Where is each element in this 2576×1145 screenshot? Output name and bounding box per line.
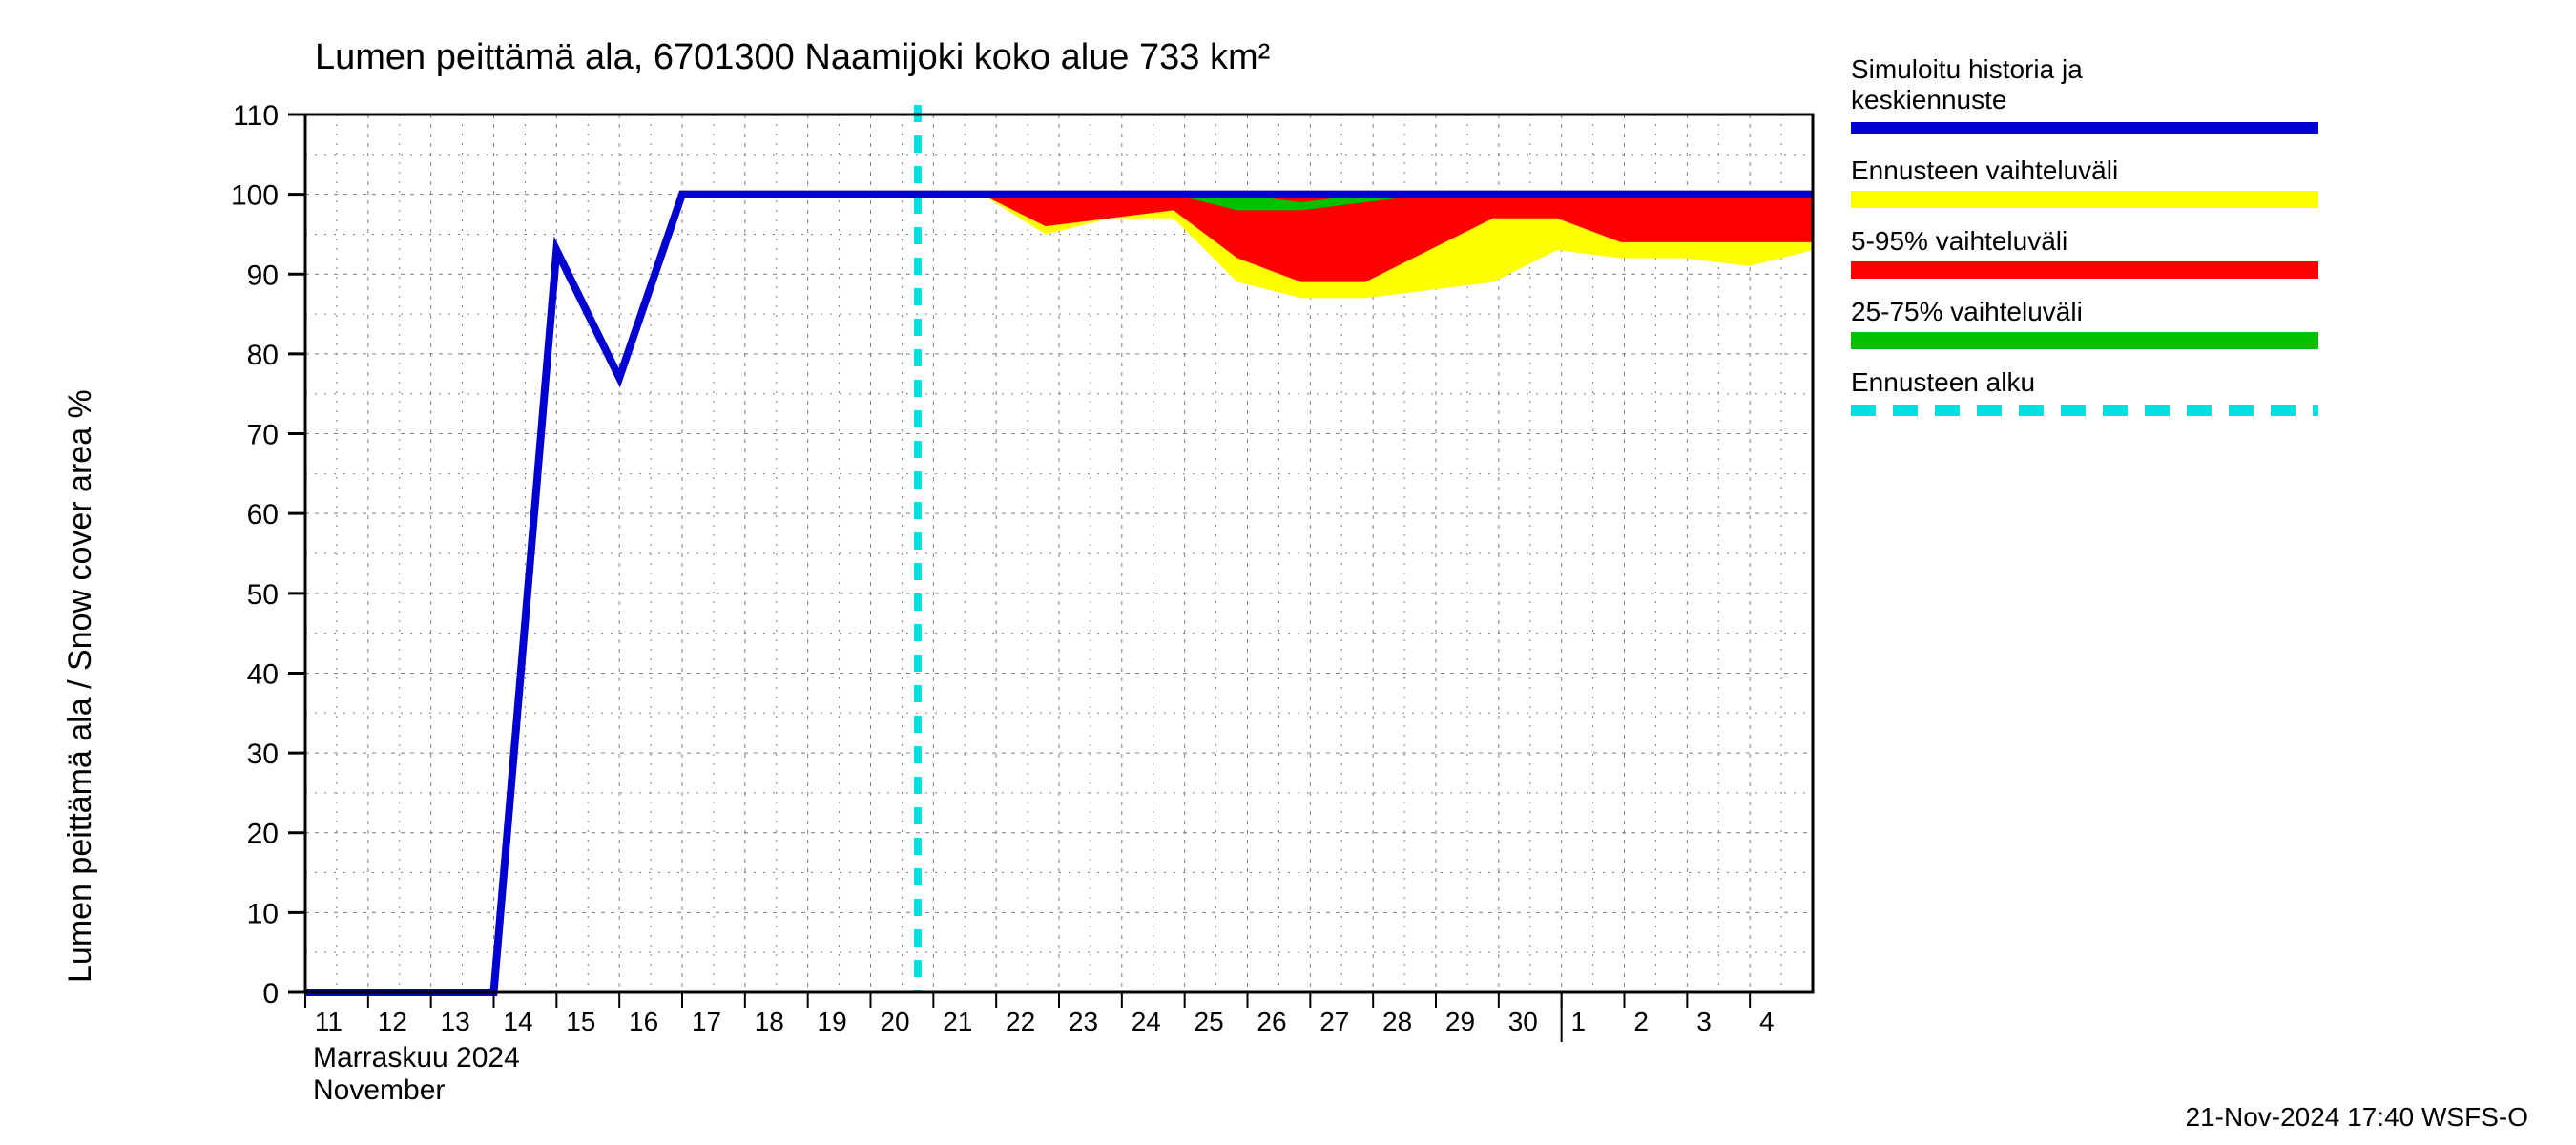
- x-tick-label: 18: [755, 1007, 784, 1036]
- legend-label: 25-75% vaihteluväli: [1851, 297, 2083, 326]
- x-tick-label: 14: [503, 1007, 532, 1036]
- footer-timestamp: 21-Nov-2024 17:40 WSFS-O: [2186, 1102, 2529, 1132]
- x-tick-label: 29: [1445, 1007, 1475, 1036]
- y-tick-label: 60: [247, 499, 279, 531]
- chart-title: Lumen peittämä ala, 6701300 Naamijoki ko…: [315, 37, 1270, 77]
- legend-swatch: [1851, 261, 2318, 279]
- x-tick-label: 27: [1319, 1007, 1349, 1036]
- x-tick-label: 17: [692, 1007, 721, 1036]
- y-tick-label: 110: [233, 100, 279, 132]
- y-tick-label: 100: [231, 180, 279, 212]
- legend-label: Ennusteen vaihteluväli: [1851, 156, 2118, 185]
- y-axis-label: Lumen peittämä ala / Snow cover area %: [62, 389, 98, 983]
- month-label-en: November: [313, 1074, 445, 1106]
- x-tick-label: 22: [1006, 1007, 1035, 1036]
- x-tick-label: 3: [1696, 1007, 1712, 1036]
- x-tick-label: 28: [1382, 1007, 1412, 1036]
- x-tick-label: 11: [315, 1007, 343, 1036]
- y-tick-label: 20: [247, 819, 279, 850]
- y-tick-label: 80: [247, 340, 279, 371]
- x-tick-label: 12: [378, 1007, 407, 1036]
- x-tick-label: 23: [1069, 1007, 1098, 1036]
- y-tick-label: 0: [262, 978, 279, 1010]
- legend-label: Ennusteen alku: [1851, 367, 2035, 397]
- x-tick-label: 30: [1508, 1007, 1538, 1036]
- snow-cover-chart: 0102030405060708090100110111213141516171…: [0, 0, 2576, 1145]
- y-tick-label: 10: [247, 898, 279, 929]
- x-tick-label: 24: [1132, 1007, 1161, 1036]
- x-tick-label: 13: [441, 1007, 470, 1036]
- x-tick-label: 2: [1633, 1007, 1649, 1036]
- month-label-fi: Marraskuu 2024: [313, 1042, 520, 1073]
- x-tick-label: 1: [1571, 1007, 1587, 1036]
- legend-label: keskiennuste: [1851, 85, 2006, 114]
- x-tick-label: 16: [629, 1007, 658, 1036]
- y-tick-label: 70: [247, 420, 279, 451]
- x-tick-label: 19: [818, 1007, 847, 1036]
- y-tick-label: 40: [247, 658, 279, 690]
- chart-container: 0102030405060708090100110111213141516171…: [0, 0, 2576, 1145]
- legend-swatch: [1851, 332, 2318, 349]
- y-tick-label: 90: [247, 260, 279, 291]
- x-tick-label: 20: [880, 1007, 909, 1036]
- legend-label: Simuloitu historia ja: [1851, 54, 2083, 84]
- x-tick-label: 21: [943, 1007, 972, 1036]
- y-tick-label: 30: [247, 739, 279, 770]
- legend-swatch: [1851, 191, 2318, 208]
- legend-label: 5-95% vaihteluväli: [1851, 226, 2067, 256]
- x-tick-label: 25: [1195, 1007, 1224, 1036]
- x-tick-label: 4: [1759, 1007, 1775, 1036]
- x-tick-label: 26: [1257, 1007, 1286, 1036]
- x-tick-label: 15: [566, 1007, 595, 1036]
- y-tick-label: 50: [247, 579, 279, 611]
